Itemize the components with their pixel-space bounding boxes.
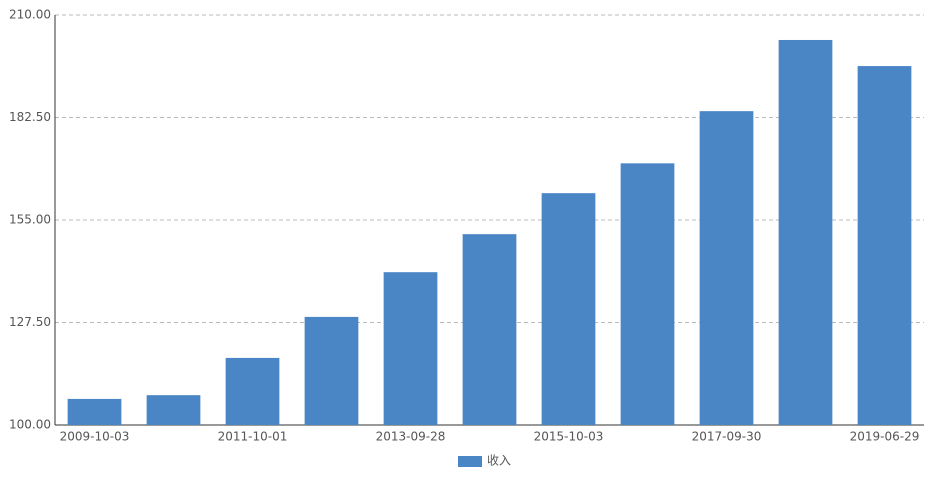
bar xyxy=(146,395,201,425)
bar xyxy=(462,234,517,425)
y-tick-label: 127.50 xyxy=(9,315,51,329)
legend-swatch xyxy=(458,456,482,467)
bar xyxy=(225,357,280,425)
bar xyxy=(778,39,833,426)
bar xyxy=(67,398,122,425)
y-tick-label: 210.00 xyxy=(9,8,51,22)
y-tick-label: 100.00 xyxy=(9,418,51,432)
bar xyxy=(304,316,359,425)
x-tick-label: 2011-10-01 xyxy=(218,430,288,444)
x-tick-label: 2015-10-03 xyxy=(534,430,604,444)
bar xyxy=(699,111,754,425)
y-tick-label: 182.50 xyxy=(9,110,51,124)
x-tick-label: 2013-09-28 xyxy=(376,430,446,444)
x-tick-label: 2019-06-29 xyxy=(850,430,920,444)
bar xyxy=(857,66,912,426)
x-tick-label: 2017-09-30 xyxy=(692,430,762,444)
x-tick-label: 2009-10-03 xyxy=(60,430,130,444)
legend-label: 收入 xyxy=(487,454,511,468)
bar xyxy=(541,193,596,425)
bar xyxy=(620,163,675,425)
y-tick-label: 155.00 xyxy=(9,213,51,227)
bar xyxy=(383,272,438,425)
